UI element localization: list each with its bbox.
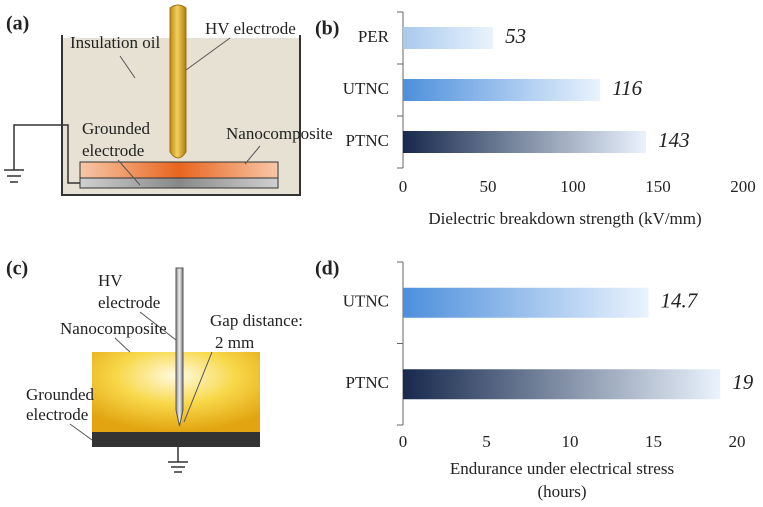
- label: Nanocomposite: [60, 319, 167, 338]
- x-tick-label: 0: [399, 177, 408, 196]
- value-label: 14.7: [660, 289, 698, 313]
- ground-symbol: [168, 447, 188, 472]
- value-label: 19: [732, 370, 754, 394]
- bar: [403, 79, 600, 101]
- label: electrode: [98, 293, 160, 312]
- label: electrode: [26, 405, 88, 424]
- label: 2 mm: [215, 333, 254, 352]
- label: HV: [98, 271, 123, 290]
- ground-wire: [4, 125, 80, 183]
- value-label: 53: [505, 24, 526, 48]
- bar: [403, 27, 493, 49]
- grounded-slab: [80, 178, 278, 188]
- grounded-electrode: [92, 432, 260, 447]
- x-axis-label: Endurance under electrical stress: [450, 459, 674, 478]
- panel-label: (b): [315, 18, 339, 40]
- label: electrode: [82, 141, 144, 160]
- x-tick-label: 20: [729, 432, 746, 451]
- label: Grounded: [26, 385, 94, 404]
- label: Gap distance:: [210, 311, 303, 330]
- bar: [403, 288, 648, 318]
- x-tick-label: 10: [562, 432, 579, 451]
- y-tick-label: PER: [358, 27, 390, 46]
- x-tick-label: 150: [645, 177, 671, 196]
- diagram-c: (c) HV electrode Nanocomposite Gap dista…: [6, 258, 303, 472]
- x-tick-label: 5: [482, 432, 491, 451]
- y-tick-label: UTNC: [343, 292, 389, 311]
- y-tick-label: PTNC: [346, 131, 389, 150]
- nanocomposite-slab: [80, 162, 278, 178]
- panel-label: (c): [6, 258, 28, 280]
- bar: [403, 131, 646, 153]
- y-tick-label: UTNC: [343, 79, 389, 98]
- x-axis-label: Dielectric breakdown strength (kV/mm): [428, 209, 701, 228]
- figure: (a) Insulation oil HV electrode Grounded…: [0, 0, 763, 507]
- x-tick-label: 100: [560, 177, 586, 196]
- label: Insulation oil: [70, 33, 160, 52]
- label: Nanocomposite: [226, 124, 333, 143]
- x-axis-label: (hours): [537, 482, 586, 501]
- panel-label: (d): [315, 258, 339, 280]
- needle: [176, 268, 183, 426]
- label: HV electrode: [205, 19, 296, 38]
- y-tick-label: PTNC: [346, 373, 389, 392]
- value-label: 143: [658, 128, 690, 152]
- label: Grounded: [82, 119, 150, 138]
- hv-rod: [170, 5, 186, 158]
- x-tick-label: 0: [399, 432, 408, 451]
- diagram-a: (a) Insulation oil HV electrode Grounded…: [4, 5, 333, 195]
- x-tick-label: 200: [730, 177, 756, 196]
- x-tick-label: 15: [645, 432, 662, 451]
- value-label: 116: [612, 76, 642, 100]
- bar: [403, 369, 720, 399]
- panel-label: (a): [6, 13, 29, 35]
- x-tick-label: 50: [480, 177, 497, 196]
